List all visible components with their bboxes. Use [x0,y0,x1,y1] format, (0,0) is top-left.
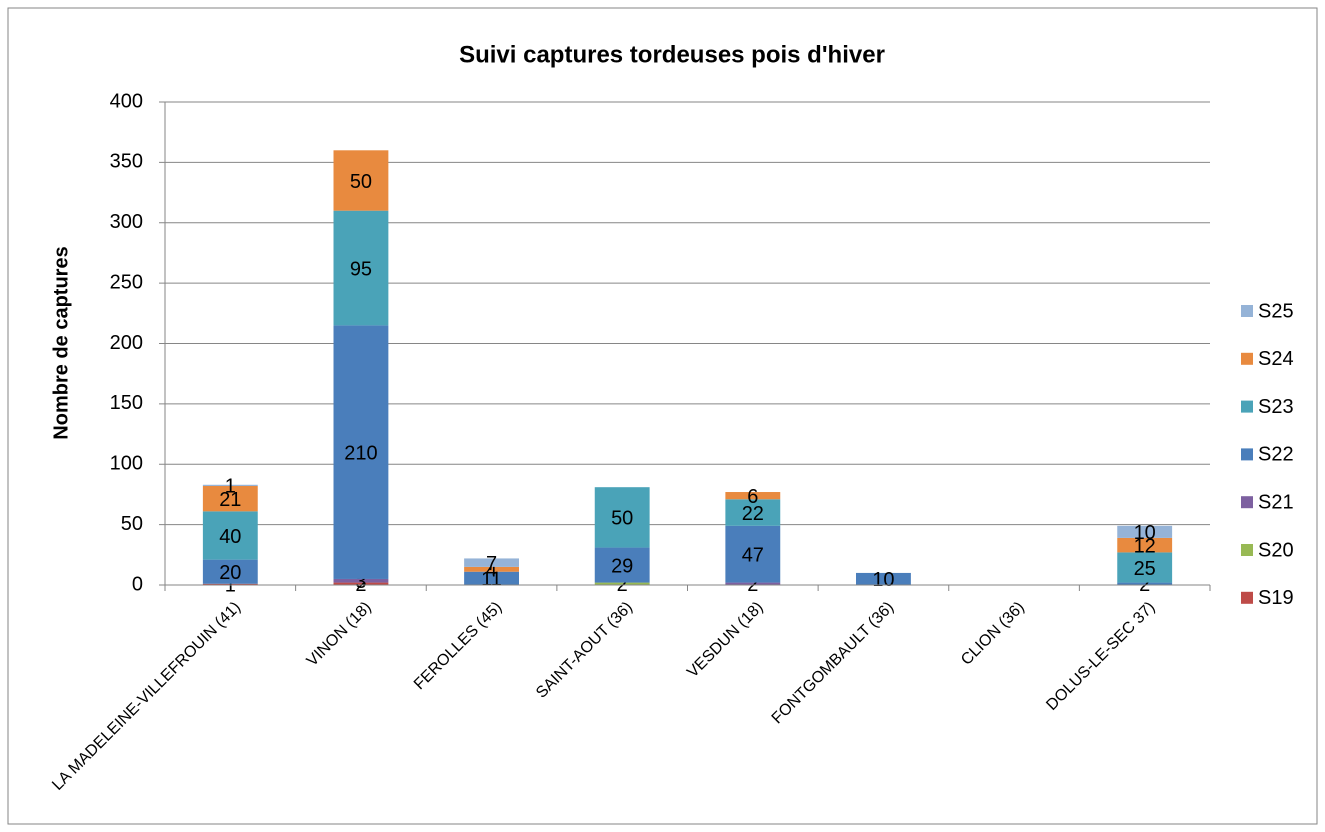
data-label: 29 [611,555,633,577]
bar-segment [464,558,519,567]
legend-label: S25 [1258,300,1294,322]
legend-label: S24 [1258,348,1294,370]
bar-segment [725,492,781,500]
y-tick-label: 400 [110,90,143,112]
bar-segment [594,487,650,548]
legend-swatch [1241,544,1253,556]
data-label: 21 [219,489,241,511]
data-label: 10 [1134,522,1156,544]
y-axis-label: Nombre de captures [50,246,72,439]
y-tick-label: 200 [110,332,143,354]
data-label: 7 [486,553,497,575]
data-label: 10 [872,569,894,591]
bar-segment [725,499,781,526]
data-label: 6 [747,486,758,508]
bar-segment [333,210,389,326]
bar-segment [202,559,258,584]
legend-label: S22 [1258,444,1294,466]
data-label: 4 [486,560,497,582]
bar-segment [594,547,650,583]
bar-segment [333,150,389,211]
data-label: 47 [742,544,764,566]
y-tick-label: 250 [110,271,143,293]
bar-segment [725,525,781,583]
bar-segment [202,485,258,512]
bar-segment [333,578,389,583]
y-tick-label: 300 [110,211,143,233]
legend-label: S19 [1258,587,1294,609]
legend-swatch [1241,591,1253,604]
bar-segment [1117,537,1173,553]
bar-segment [333,582,389,585]
data-label: 1 [225,575,236,597]
y-tick-label: 150 [110,392,143,414]
bar-segment [202,511,258,560]
chart-border [7,7,1318,825]
data-label: 50 [611,508,633,530]
bar-segment [1117,552,1173,583]
data-label: 25 [1134,558,1156,580]
legend-swatch [1241,448,1253,461]
legend-label: S21 [1258,491,1294,513]
bar-segment [202,484,258,486]
chart-title: Suivi captures tordeuses pois d'hiver [459,41,885,68]
bar-segment [202,583,258,585]
y-tick-label: 350 [110,151,143,173]
data-label: 20 [219,562,241,584]
legend-swatch [1241,352,1253,365]
data-label: 22 [742,503,764,525]
legend-swatch [1241,496,1253,509]
y-tick-label: 0 [132,573,143,595]
y-tick-label: 100 [110,453,143,475]
data-label: 95 [350,258,372,280]
bar-segment [464,566,519,572]
y-tick-label: 50 [121,513,143,535]
bar-segment [464,571,519,585]
legend-swatch [1241,305,1253,317]
bar-segment [856,572,911,585]
legend-label: S20 [1258,539,1294,561]
bar-segment [594,582,650,585]
bar-segment [1117,525,1173,538]
data-label: 12 [1134,535,1156,557]
data-label: 3 [355,571,366,593]
bar-segment [725,582,781,585]
data-label: 1 [225,476,236,498]
data-label: 40 [219,526,241,548]
bar-segment [333,325,389,579]
data-label: 210 [344,442,377,464]
legend-swatch [1241,400,1253,413]
legend-label: S23 [1258,396,1294,418]
bar-segment [1117,582,1173,585]
data-label: 50 [350,171,372,193]
